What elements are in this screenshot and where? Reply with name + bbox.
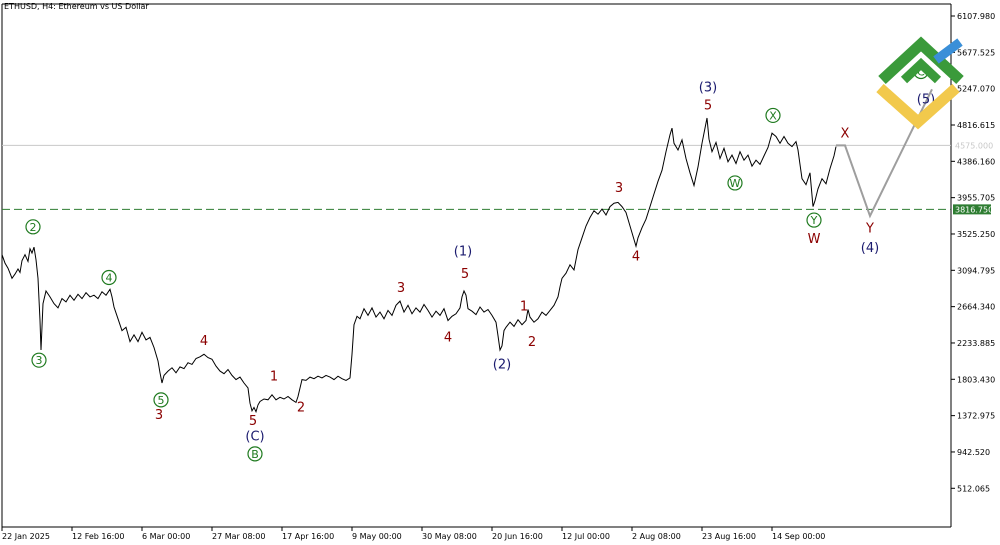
support-price-box — [953, 204, 991, 215]
wave-label: 4 — [200, 334, 208, 349]
wave-circle — [31, 352, 47, 368]
wave-circle — [765, 107, 781, 124]
y-tick-label: 2233.885 — [957, 339, 995, 348]
x-tick-label: 2 Aug 08:00 — [632, 532, 681, 541]
wave-label: 3 — [397, 281, 405, 296]
wave-label: 5 — [158, 394, 165, 407]
wave-label: 2 — [30, 221, 37, 234]
y-tick-label: 4386.160 — [957, 157, 995, 166]
y-tick-label: 5677.525 — [957, 48, 995, 57]
wave-label: 5 — [704, 98, 712, 113]
wave-label: (4) — [861, 241, 879, 256]
y-tick-label: 512.065 — [957, 484, 990, 493]
wave-label: C — [917, 66, 925, 79]
y-tick-label: 942.520 — [957, 448, 990, 457]
wave-label: (3) — [699, 81, 717, 96]
x-tick-label: 30 May 08:00 — [422, 532, 477, 541]
wave-label: 1 — [270, 369, 278, 384]
wave-label: B — [251, 448, 259, 461]
wave-label: X — [769, 109, 777, 122]
wave-circle — [153, 392, 169, 408]
wave-label: 4 — [444, 331, 452, 346]
y-tick-label: 3525.250 — [957, 230, 995, 239]
wave-label: 2 — [528, 335, 536, 350]
watermark-logo — [876, 36, 964, 130]
wave-label: 2 — [297, 401, 305, 416]
x-tick-label: 9 May 00:00 — [352, 532, 402, 541]
y-tick-label: 2664.340 — [957, 303, 995, 312]
wave-circle — [727, 175, 743, 191]
x-tick-label: 23 Aug 16:00 — [702, 532, 756, 541]
y-tick-label: 5247.070 — [957, 85, 995, 94]
forecast-path — [836, 88, 933, 219]
wave-label: W — [808, 232, 821, 247]
wave-label: Y — [865, 222, 874, 237]
y-tick-label: 4816.615 — [957, 121, 995, 130]
support-price-label: 3816.750 — [955, 205, 993, 214]
x-tick-label: 27 Mar 08:00 — [212, 532, 265, 541]
y-tick-label: 6107.980 — [957, 12, 995, 21]
y-tick-label: 3094.795 — [957, 266, 995, 275]
wave-circle — [247, 446, 263, 462]
price-series-line[interactable] — [1, 117, 837, 414]
wave-label: (C) — [245, 429, 264, 444]
wave-label: 3 — [155, 408, 163, 423]
current-price-box — [953, 140, 991, 151]
x-tick-label: 12 Feb 16:00 — [72, 532, 124, 541]
wave-label: (1) — [454, 244, 472, 259]
x-tick-label: 17 Apr 16:00 — [282, 532, 334, 541]
logo-mark — [876, 36, 964, 130]
wave-circle — [101, 269, 117, 286]
y-tick-label: 1372.975 — [957, 412, 995, 421]
current-price-label: 4575.000 — [955, 141, 993, 150]
x-tick-label: 12 Jul 00:00 — [562, 532, 610, 541]
wave-label: 4 — [632, 250, 640, 265]
wave-label: 4 — [106, 271, 113, 284]
wave-label: 3 — [615, 181, 623, 196]
wave-label: X — [841, 126, 850, 141]
wave-label: W — [730, 177, 741, 190]
wave-circle — [25, 219, 41, 235]
x-tick-label: 14 Sep 00:00 — [772, 532, 825, 541]
wave-label: 1 — [520, 299, 528, 314]
x-tick-label: 22 Jan 2025 — [2, 532, 50, 541]
y-tick-label: 1803.430 — [957, 375, 995, 384]
x-tick-label: 6 Mar 00:00 — [142, 532, 190, 541]
wave-label: Y — [810, 214, 818, 227]
wave-label: 5 — [249, 414, 257, 429]
wave-label: 5 — [461, 267, 469, 282]
symbol-title: ETHUSD, H4: Ethereum vs US Dollar — [4, 2, 149, 11]
wave-label: 3 — [36, 354, 43, 367]
wave-circle — [806, 212, 822, 228]
wave-label: (2) — [493, 358, 511, 373]
y-tick-label: 3955.705 — [957, 194, 995, 203]
x-tick-label: 20 Jun 16:00 — [492, 532, 543, 541]
